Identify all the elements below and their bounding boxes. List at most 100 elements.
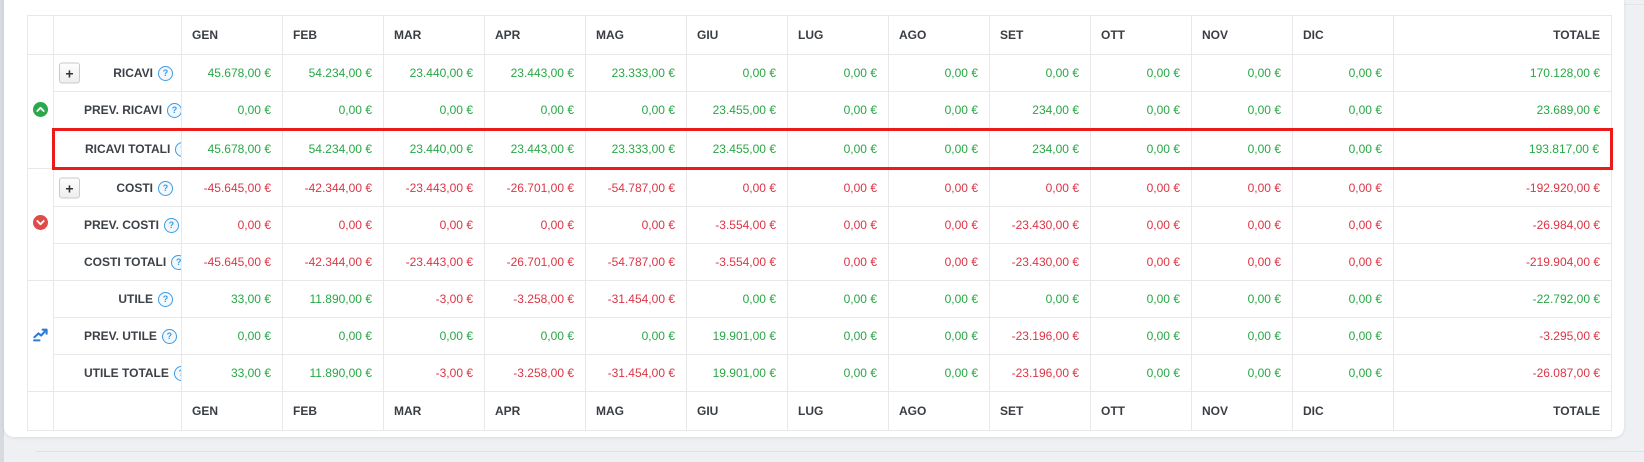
financial-table: GEN FEB MAR APR MAG GIU LUG AGO SET OTT NOV DIC TOTA… <box>27 15 1613 431</box>
value-cell: 0,00 € <box>1292 317 1394 355</box>
column-header-set: SET <box>989 15 1091 55</box>
value-cell: 0,00 € <box>787 243 889 281</box>
value-cell: -219.904,00 € <box>1393 243 1612 281</box>
help-icon[interactable]: ? <box>175 141 181 157</box>
column-footer-set: SET <box>989 391 1091 431</box>
column-footer-totale: TOTALE <box>1393 391 1612 431</box>
value-cell: 0,00 € <box>686 280 788 318</box>
value-cell: 234,00 € <box>989 91 1091 130</box>
value-cell: -23.430,00 € <box>989 206 1091 244</box>
value-cell: 0,00 € <box>1292 91 1394 130</box>
table-row: PREV. RICAVI? 0,00 €0,00 €0,00 €0,00 €0,0… <box>28 91 1612 130</box>
column-header-totale: TOTALE <box>1393 15 1612 55</box>
table-row: RICAVI TOTALI?45.678,00 €54.234,00 €23.4… <box>28 128 1613 170</box>
value-cell: -22.792,00 € <box>1393 280 1612 318</box>
value-cell: 11.890,00 € <box>282 354 384 392</box>
value-cell: 0,00 € <box>686 168 788 207</box>
row-label-cell: PREV. RICAVI? <box>53 91 182 130</box>
value-cell: 0,00 € <box>1191 243 1293 281</box>
expand-costi-button[interactable]: + <box>59 177 80 199</box>
row-label: PREV. RICAVI <box>84 103 163 118</box>
value-cell: 0,00 € <box>888 206 990 244</box>
value-cell: -3,00 € <box>383 280 485 318</box>
value-cell: 23.689,00 € <box>1393 91 1612 130</box>
column-footer-mar: MAR <box>383 391 485 431</box>
column-header-giu: GIU <box>686 15 788 55</box>
column-header-ott: OTT <box>1090 15 1192 55</box>
value-cell: -23.443,00 € <box>383 168 485 207</box>
corner-label-cell <box>53 391 182 431</box>
value-cell: 0,00 € <box>787 280 889 318</box>
value-cell: 0,00 € <box>1090 280 1192 318</box>
column-header-lug: LUG <box>787 15 889 55</box>
value-cell: -3.258,00 € <box>484 354 586 392</box>
column-header-mar: MAR <box>383 15 485 55</box>
value-cell: 0,00 € <box>1090 91 1192 130</box>
value-cell: -3.258,00 € <box>484 280 586 318</box>
help-icon[interactable]: ? <box>167 102 181 118</box>
column-footer-lug: LUG <box>787 391 889 431</box>
row-label-cell: + COSTI? <box>53 168 182 207</box>
value-cell: 23.455,00 € <box>686 128 788 170</box>
value-cell: 193.817,00 € <box>1393 128 1613 170</box>
value-cell: 0,00 € <box>787 128 889 170</box>
sidebar-edge <box>0 0 4 462</box>
row-label: PREV. UTILE <box>84 329 157 344</box>
chevron-down-circle-icon[interactable] <box>33 215 49 231</box>
value-cell: -31.454,00 € <box>585 354 687 392</box>
value-cell: 0,00 € <box>1090 354 1192 392</box>
help-icon[interactable]: ? <box>163 217 179 233</box>
value-cell: 0,00 € <box>787 354 889 392</box>
corner-label-cell <box>53 15 182 55</box>
value-cell: 23.440,00 € <box>383 54 485 92</box>
help-icon[interactable]: ? <box>158 65 173 81</box>
value-cell: 0,00 € <box>888 91 990 130</box>
costi-group-cell <box>27 168 54 281</box>
row-label-cell: PREV. UTILE? <box>53 317 182 355</box>
value-cell: 0,00 € <box>787 54 889 92</box>
value-cell: 19.901,00 € <box>686 317 788 355</box>
row-label-cell: UTILE? <box>53 280 182 318</box>
row-label-cell: + RICAVI? <box>53 54 182 92</box>
help-icon[interactable]: ? <box>171 254 181 270</box>
help-icon[interactable]: ? <box>158 291 173 307</box>
value-cell: 0,00 € <box>383 91 485 130</box>
value-cell: 33,00 € <box>181 280 283 318</box>
table-row: UTILE? 33,00 €11.890,00 € -3,00 € -3.258,00… <box>27 280 1612 392</box>
value-cell: -26.984,00 € <box>1393 206 1612 244</box>
utile-group-cell <box>27 280 54 392</box>
value-cell: 0,00 € <box>888 128 990 170</box>
value-cell: -54.787,00 € <box>585 243 687 281</box>
value-cell: 0,00 € <box>1292 354 1394 392</box>
value-cell: 23.333,00 € <box>585 128 687 170</box>
help-icon[interactable]: ? <box>173 365 181 381</box>
value-cell: 0,00 € <box>1191 168 1293 207</box>
value-cell: 0,00 € <box>1292 54 1394 92</box>
help-icon[interactable]: ? <box>161 328 177 344</box>
value-cell: -54.787,00 € <box>585 168 687 207</box>
value-cell: 0,00 € <box>585 317 687 355</box>
value-cell: 0,00 € <box>888 243 990 281</box>
value-cell: -26.701,00 € <box>484 168 586 207</box>
value-cell: -3.295,00 € <box>1393 317 1612 355</box>
expand-ricavi-button[interactable]: + <box>59 62 80 84</box>
table-header: GEN FEB MAR APR MAG GIU LUG AGO SET OTT NOV DIC TOTA… <box>27 15 1612 55</box>
column-footer-ago: AGO <box>888 391 990 431</box>
value-cell: 23.443,00 € <box>484 54 586 92</box>
value-cell: 0,00 € <box>1090 168 1192 207</box>
value-cell: 0,00 € <box>181 317 283 355</box>
value-cell: 170.128,00 € <box>1393 54 1612 92</box>
value-cell: 0,00 € <box>383 206 485 244</box>
column-footer-feb: FEB <box>282 391 384 431</box>
value-cell: 23.333,00 € <box>585 54 687 92</box>
value-cell: 0,00 € <box>1090 54 1192 92</box>
help-icon[interactable]: ? <box>158 180 173 196</box>
value-cell: -3.554,00 € <box>686 243 788 281</box>
value-cell: 0,00 € <box>888 354 990 392</box>
chart-line-icon[interactable] <box>32 327 49 343</box>
value-cell: 0,00 € <box>181 91 283 130</box>
row-label: COSTI <box>116 181 153 196</box>
value-cell: 0,00 € <box>383 317 485 355</box>
chevron-up-circle-icon[interactable] <box>32 102 48 118</box>
value-cell: -42.344,00 € <box>282 243 384 281</box>
